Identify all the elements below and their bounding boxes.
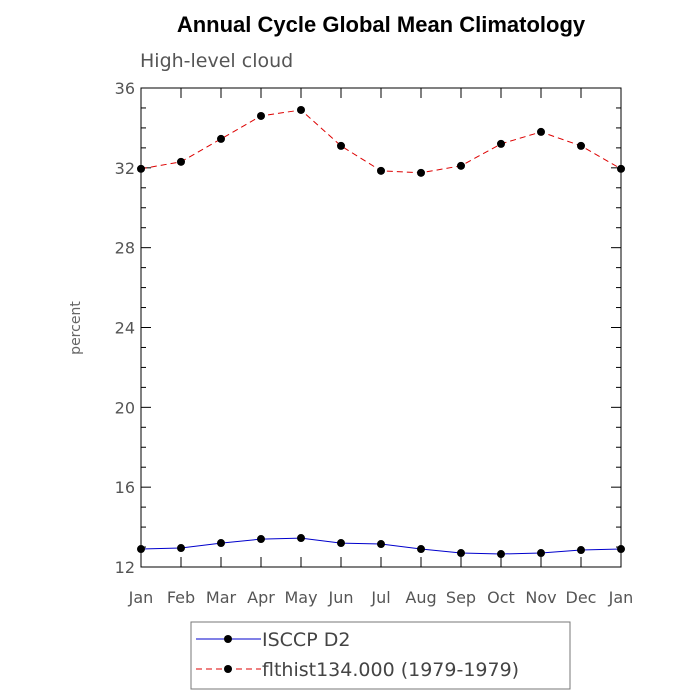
series-1-point (537, 549, 545, 558)
series-1-point (497, 550, 505, 559)
x-tick-label: Apr (247, 588, 275, 607)
series-2-point (177, 157, 185, 166)
y-axis-label: percent (68, 301, 84, 355)
series-1-point (377, 540, 385, 549)
legend-marker-2 (224, 665, 232, 673)
x-tick-label: Aug (405, 588, 436, 607)
x-tick-label: Mar (206, 588, 237, 607)
series-2-point (297, 105, 305, 114)
series-2-point (337, 141, 345, 150)
x-tick-label: Jun (328, 588, 354, 607)
series-2-point (217, 134, 225, 143)
x-tick-label: Feb (167, 588, 195, 607)
x-tick-label: Jan (128, 588, 154, 607)
series-1-point (257, 535, 265, 544)
chart-title: Annual Cycle Global Mean Climatology (177, 12, 586, 37)
x-tick-label: Oct (487, 588, 515, 607)
series-1-point (177, 544, 185, 553)
y-tick-label: 36 (115, 79, 135, 98)
series-2-point (457, 161, 465, 170)
legend-marker-1 (224, 635, 232, 643)
legend-box (190, 621, 571, 690)
series-1-point (457, 549, 465, 558)
y-tick-label: 16 (115, 478, 135, 497)
series-1-point (337, 539, 345, 548)
series-2-point (537, 127, 545, 136)
series-2-point (257, 111, 265, 120)
x-tick-label: Nov (525, 588, 556, 607)
series-1-point (297, 534, 305, 543)
y-tick-label: 20 (115, 398, 135, 417)
series-2-point (577, 141, 585, 150)
plot-area: 12 16 20 24 28 32 36 Jan Feb Mar Apr May Jun Jul Aug Se… (115, 79, 634, 607)
series-2-point (617, 164, 625, 173)
x-tick-label: Dec (566, 588, 597, 607)
x-tick-label: Jul (370, 588, 390, 607)
chart-subtitle: High-level cloud (140, 50, 293, 72)
series-2-point (137, 164, 145, 173)
y-tick-label: 28 (115, 239, 135, 258)
x-tick-label: Sep (446, 588, 476, 607)
y-tick-label: 12 (115, 558, 135, 577)
series-1-point (617, 545, 625, 554)
legend-label-1: ISCCP D2 (262, 629, 350, 651)
x-tick-label: Jan (608, 588, 634, 607)
legend-label-2: flthist134.000 (1979-1979) (262, 659, 519, 681)
legend: ISCCP D2 flthist134.000 (1979-1979) (190, 621, 571, 690)
series-2-point (497, 139, 505, 148)
series-2-point (417, 168, 425, 177)
series-2-point (377, 166, 385, 175)
y-tick-label: 32 (115, 159, 135, 178)
series-1-point (217, 539, 225, 548)
series-line-2 (140, 109, 622, 174)
series-1-point (137, 545, 145, 554)
x-tick-label: May (284, 588, 317, 607)
series-1-point (417, 545, 425, 554)
plot-frame (140, 87, 622, 568)
series-1-point (577, 546, 585, 555)
y-tick-label: 24 (115, 319, 135, 338)
